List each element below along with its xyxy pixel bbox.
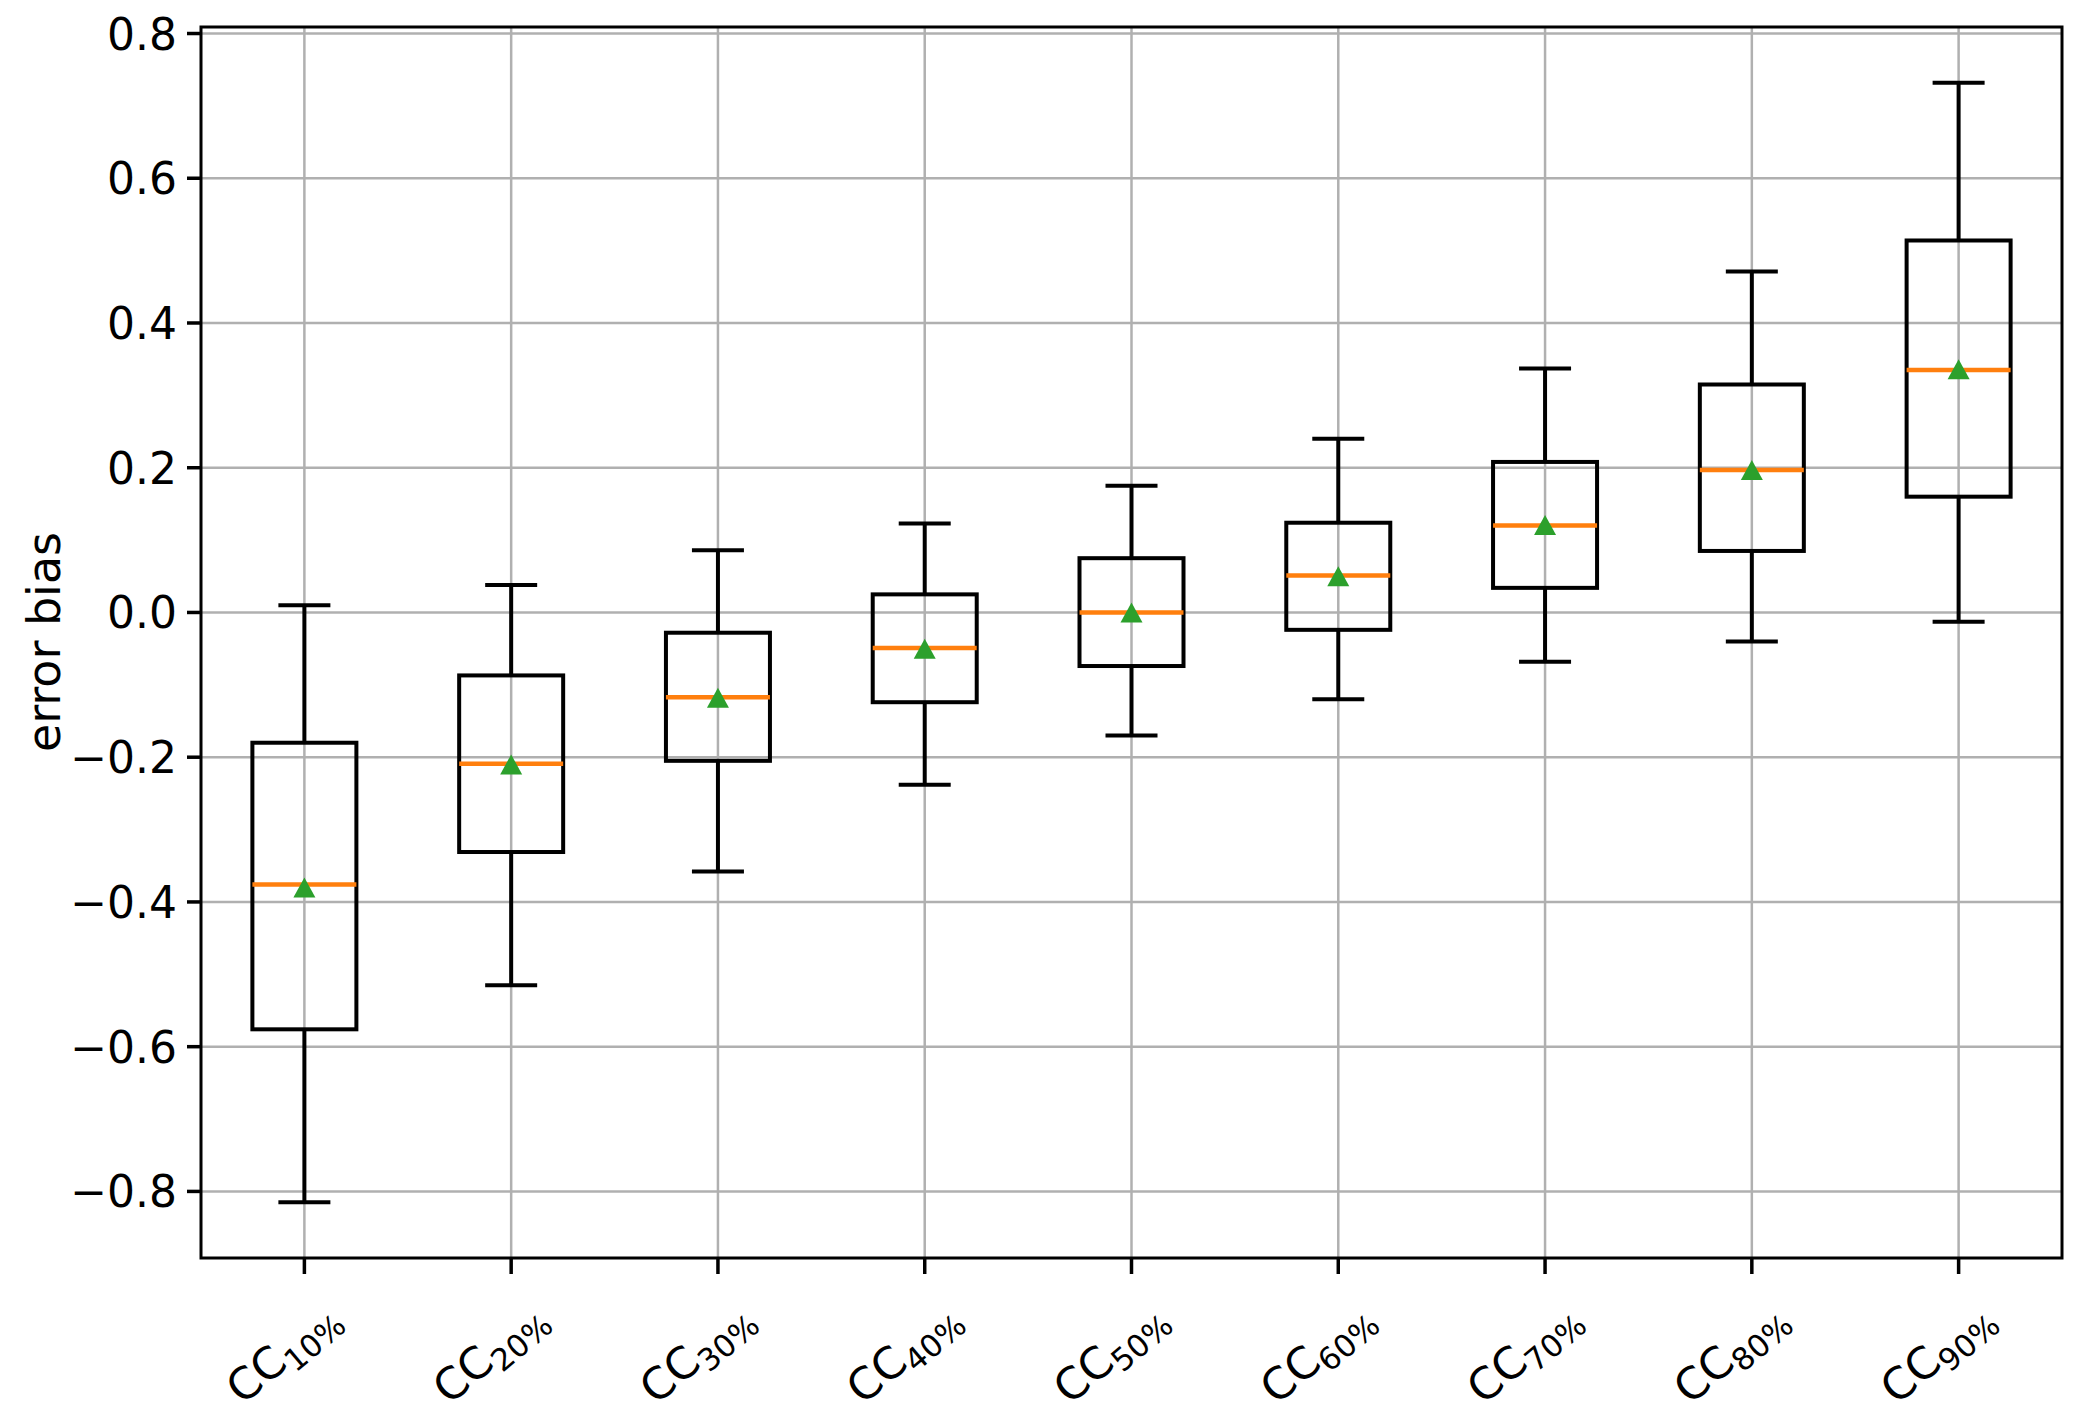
- y-tick-label: −0.2: [70, 732, 177, 783]
- y-tick-label: −0.4: [70, 877, 177, 928]
- boxplot-canvas: 0.80.60.40.20.0−0.2−0.4−0.6−0.8CC10%CC20…: [0, 0, 2081, 1424]
- y-tick-label: −0.8: [70, 1166, 177, 1217]
- y-tick-label: 0.8: [107, 9, 177, 60]
- y-tick-label: 0.4: [107, 298, 177, 349]
- figure-background: [0, 0, 2081, 1424]
- y-tick-label: 0.0: [107, 587, 177, 638]
- y-tick-label: −0.6: [70, 1022, 177, 1073]
- y-tick-label: 0.2: [107, 443, 177, 494]
- y-axis-label: error bias: [17, 532, 71, 752]
- boxplot-figure: 0.80.60.40.20.0−0.2−0.4−0.6−0.8CC10%CC20…: [0, 0, 2081, 1424]
- y-tick-label: 0.6: [107, 153, 177, 204]
